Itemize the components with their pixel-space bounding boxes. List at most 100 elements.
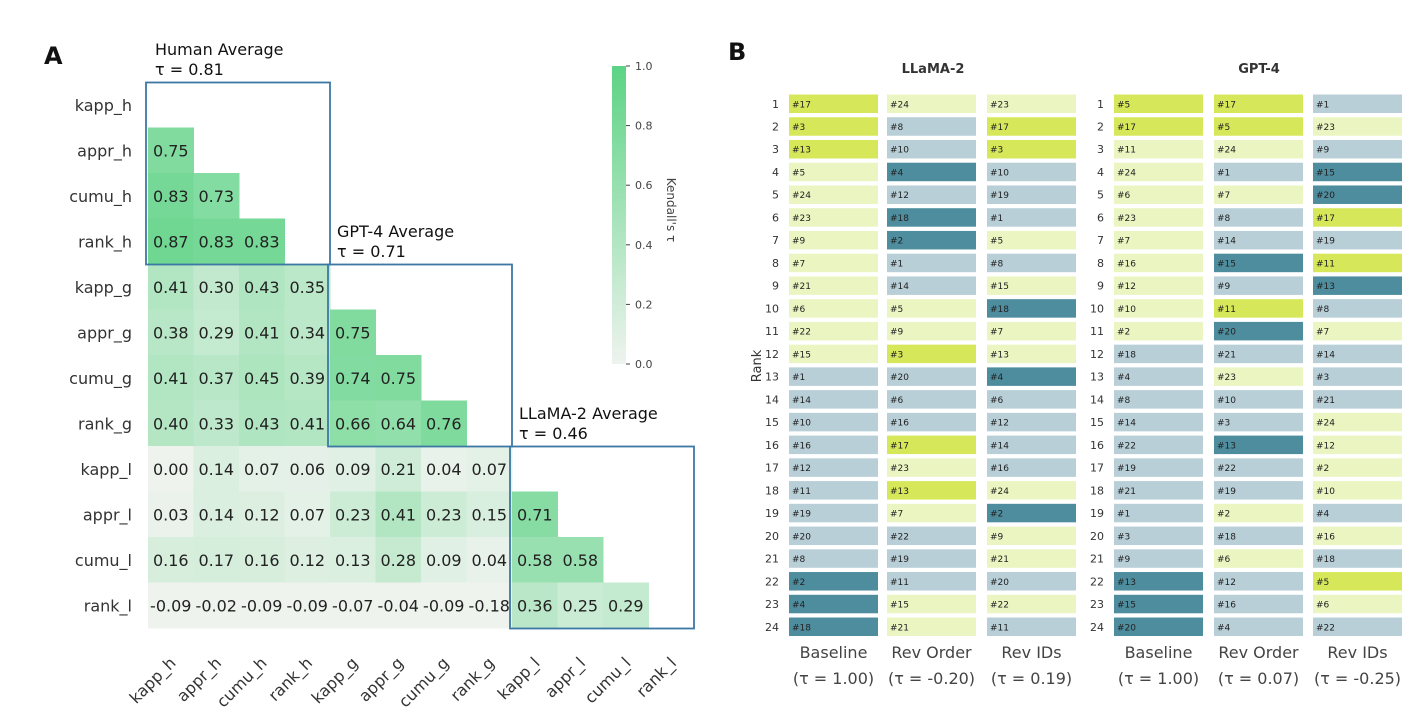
rank-cell: [1214, 344, 1303, 364]
rank-cell: [1114, 230, 1203, 250]
column-tau: (τ = -0.20): [888, 669, 975, 688]
rank-cell: [1114, 321, 1203, 341]
rank-cell-id: #1: [1217, 168, 1230, 178]
rank-number: 13: [765, 371, 779, 384]
heatmap-cell: [239, 264, 285, 310]
rank-cell: [1313, 321, 1402, 341]
heatmap-cell: [284, 400, 331, 447]
rank-number: 7: [1097, 234, 1104, 247]
rank-number: 12: [765, 348, 779, 361]
rank-cell: [1114, 572, 1203, 591]
rank-cell: [887, 481, 976, 500]
rank-number: 5: [772, 189, 779, 202]
rank-cell-id: #12: [990, 419, 1009, 429]
rank-cell: [987, 412, 1076, 432]
rank-cell: [1214, 208, 1303, 227]
rank-cell: [789, 117, 878, 136]
rank-number: 18: [1090, 484, 1104, 497]
rank-cell: [1313, 617, 1402, 637]
rank-cell: [1214, 276, 1303, 295]
panel-b-letter: B: [728, 38, 746, 66]
rank-cell-id: #15: [1316, 168, 1335, 178]
rank-cell: [1313, 367, 1402, 386]
rank-cell: [1313, 162, 1402, 182]
rank-cell-id: #24: [1316, 419, 1335, 429]
rank-cell: [987, 572, 1076, 591]
heatmap-cell: [148, 173, 194, 219]
rank-cell: [1114, 162, 1203, 182]
heatmap-col-label: rank_g: [446, 653, 498, 705]
rank-cell: [1313, 481, 1402, 500]
rank-cell: [987, 117, 1076, 136]
rank-cell-id: #21: [1316, 396, 1335, 406]
rank-cell-id: #22: [792, 328, 811, 338]
rank-cell: [1214, 162, 1303, 182]
heatmap-cell: [421, 582, 467, 629]
rank-cell-id: #8: [1117, 396, 1131, 406]
heatmap-cell: [375, 355, 422, 401]
rank-cell: [1214, 185, 1303, 204]
heatmap-row-label: cumu_h: [69, 187, 132, 207]
column-label: Rev Order: [1218, 643, 1299, 662]
heatmap-cell: [284, 491, 331, 538]
rank-cell-id: #14: [792, 396, 811, 406]
rank-number: 17: [765, 462, 779, 475]
heatmap-cell: [330, 355, 376, 401]
heatmap-cell-value: 0.21: [380, 460, 416, 479]
group-title: LLaMA-2 Average: [519, 404, 658, 423]
rank-cell: [1313, 139, 1402, 159]
rank-cell: [1114, 526, 1203, 546]
heatmap-cell: [193, 309, 240, 356]
rank-number: 2: [1097, 120, 1104, 133]
rank-cell-id: #20: [890, 373, 909, 383]
heatmap-cell-value: 0.40: [153, 414, 189, 433]
heatmap-cell: [512, 537, 558, 583]
heatmap-cell-value: 0.00: [153, 460, 189, 479]
rank-cell: [789, 412, 878, 432]
rank-cell-id: #3: [890, 350, 903, 360]
rank-cell-id: #9: [1316, 146, 1330, 156]
rank-cell: [987, 276, 1076, 295]
rank-cell: [1313, 117, 1402, 136]
rank-cell-id: #9: [990, 532, 1004, 542]
rank-cell: [1313, 503, 1402, 523]
rank-cell-id: #10: [792, 419, 811, 429]
heatmap-cell: [330, 446, 376, 492]
rank-cell: [887, 208, 976, 227]
rank-cell: [887, 299, 976, 318]
column-label: Rev IDs: [1001, 643, 1061, 662]
rank-cell-id: #12: [792, 464, 811, 474]
rank-cell-id: #19: [1316, 237, 1335, 247]
group-tau: τ = 0.46: [519, 424, 588, 443]
rank-cell-id: #19: [890, 555, 909, 565]
column-tau: (τ = 0.19): [991, 669, 1072, 688]
column-label: Rev IDs: [1327, 643, 1387, 662]
rank-number: 8: [1097, 257, 1104, 270]
rank-cell-id: #10: [890, 146, 909, 156]
heatmap-cell-value: 0.64: [380, 414, 416, 433]
rank-cell: [1313, 253, 1402, 273]
heatmap-cell: [148, 537, 194, 583]
rank-cell: [887, 367, 976, 386]
rank-number: 3: [1097, 143, 1104, 156]
column-label: Rev Order: [891, 643, 972, 662]
heatmap-cell: [239, 446, 285, 492]
heatmap-cell: [193, 491, 240, 538]
heatmap-cell: [375, 582, 422, 629]
rank-cell-id: #21: [990, 555, 1009, 565]
heatmap-cell-value: -0.09: [423, 596, 464, 615]
rank-number: 2: [772, 120, 779, 133]
heatmap-cell: [193, 400, 240, 447]
group-title: GPT-4 Average: [337, 222, 454, 241]
rank-cell-id: #20: [792, 532, 811, 542]
rank-cell: [1114, 503, 1203, 523]
rank-cell-id: #8: [1316, 305, 1330, 315]
rank-cell: [887, 162, 976, 182]
rank-cell-id: #1: [792, 373, 805, 383]
rank-number: 10: [1090, 302, 1104, 315]
rank-cell: [1114, 117, 1203, 136]
rank-number: 8: [772, 257, 779, 270]
rank-number: 14: [1090, 393, 1104, 406]
heatmap-cell: [193, 355, 240, 401]
heatmap-cell: [148, 582, 194, 629]
